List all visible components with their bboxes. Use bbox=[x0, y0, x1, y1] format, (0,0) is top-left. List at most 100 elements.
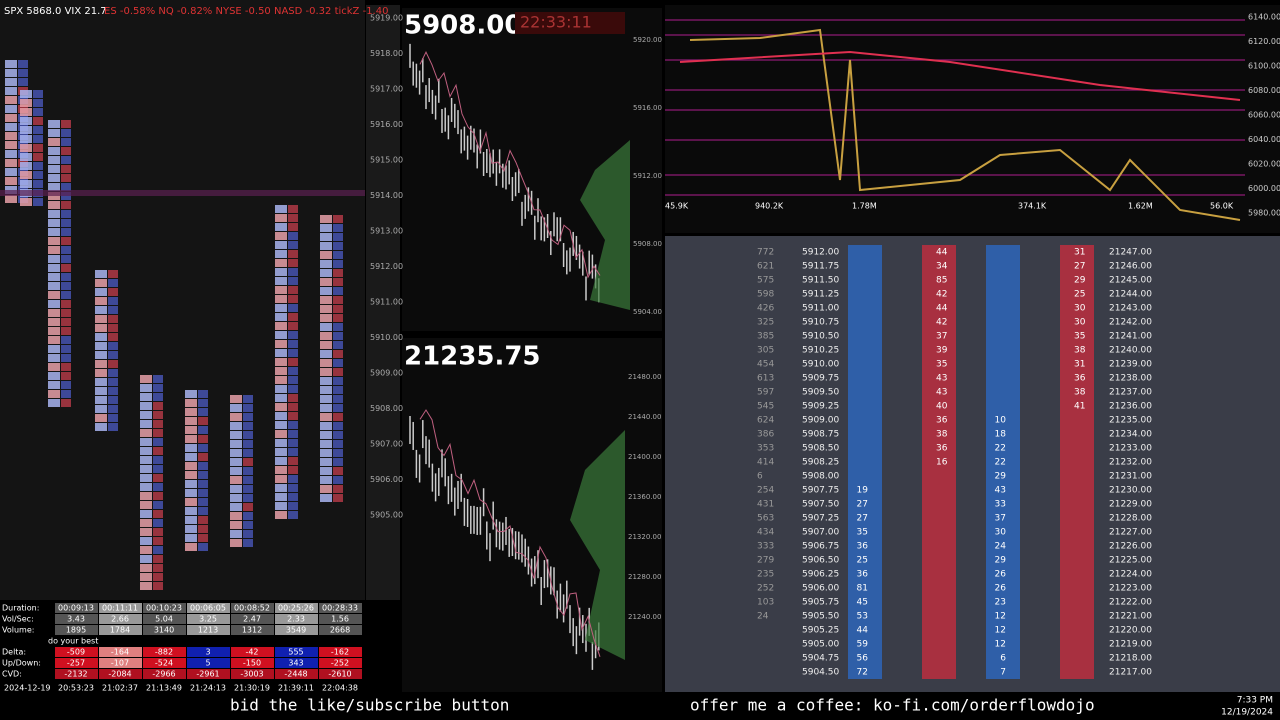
ladder-bid: 6 bbox=[1000, 654, 1006, 664]
footprint-cell bbox=[95, 378, 107, 386]
stats-value: -2610 bbox=[328, 670, 351, 679]
footprint-cell bbox=[153, 411, 163, 419]
footprint-cell bbox=[243, 512, 253, 520]
ladder-volume: 279 bbox=[757, 556, 774, 566]
footprint-cell bbox=[185, 498, 197, 506]
stats-cell bbox=[143, 614, 186, 624]
stats-cell bbox=[187, 603, 230, 613]
footprint-cell bbox=[288, 331, 298, 339]
footprint-cell bbox=[198, 408, 208, 416]
footprint-cell bbox=[61, 201, 71, 209]
footprint-cell bbox=[33, 171, 43, 179]
axis-label: 5906.00 bbox=[370, 475, 403, 484]
footprint-cell bbox=[243, 413, 253, 421]
footprint-cell bbox=[61, 318, 71, 326]
header-ticker: SPX 5868.0 VIX 21.7 bbox=[4, 6, 107, 17]
footprint-cell bbox=[5, 78, 17, 86]
ladder-price: 5910.75 bbox=[802, 318, 839, 328]
footprint-cell bbox=[48, 363, 60, 371]
axis-label: 6000.00 bbox=[1248, 184, 1280, 193]
ask-column bbox=[922, 245, 956, 679]
footprint-cell bbox=[275, 250, 287, 258]
footprint-cell bbox=[288, 322, 298, 330]
ladder-price: 21217.00 bbox=[1109, 668, 1152, 678]
footprint-cell bbox=[288, 511, 298, 519]
ladder-price: 5906.25 bbox=[802, 570, 839, 580]
footprint-cell bbox=[108, 315, 118, 323]
footprint-cell bbox=[33, 126, 43, 134]
footprint-cell bbox=[95, 288, 107, 296]
ladder-volume: 434 bbox=[757, 528, 774, 538]
stats-time: 21:24:13 bbox=[190, 684, 226, 693]
footprint-cell bbox=[185, 525, 197, 533]
footprint-cell bbox=[61, 147, 71, 155]
stats-value: -3003 bbox=[240, 670, 263, 679]
footprint-cell bbox=[108, 288, 118, 296]
stats-cell bbox=[319, 614, 362, 624]
footprint-cell bbox=[61, 300, 71, 308]
footprint-cell bbox=[61, 390, 71, 398]
ladder-volume: 6 bbox=[757, 472, 763, 482]
footprint-cell bbox=[48, 174, 60, 182]
stats-label: Delta: bbox=[2, 648, 26, 657]
ladder-price: 21225.00 bbox=[1109, 556, 1152, 566]
ladder-ask: 39 bbox=[936, 346, 948, 356]
footprint-cell bbox=[95, 333, 107, 341]
footprint-cell bbox=[61, 138, 71, 146]
footprint-cell bbox=[48, 246, 60, 254]
footprint-cell bbox=[108, 423, 118, 431]
footprint-cell bbox=[288, 286, 298, 294]
ladder-price: 5909.50 bbox=[802, 388, 839, 398]
footprint-cell bbox=[153, 510, 163, 518]
footprint-cell bbox=[230, 458, 242, 466]
footprint-cell bbox=[243, 503, 253, 511]
stats-cell bbox=[143, 647, 186, 657]
footprint-cell bbox=[185, 453, 197, 461]
stats-label: Vol/Sec: bbox=[2, 615, 34, 624]
footprint-cell bbox=[108, 369, 118, 377]
stats-value: -509 bbox=[67, 648, 85, 657]
footprint-cell bbox=[320, 296, 332, 304]
stats-cell bbox=[55, 603, 98, 613]
footprint-cell bbox=[61, 183, 71, 191]
stats-cell bbox=[275, 658, 318, 668]
footprint-cell bbox=[320, 233, 332, 241]
ladder-ask: 42 bbox=[936, 318, 947, 328]
footprint-cell bbox=[48, 327, 60, 335]
ladder-bid: 25 bbox=[857, 556, 868, 566]
footprint-cell bbox=[48, 138, 60, 146]
ladder-bid: 45 bbox=[857, 598, 868, 608]
footprint-cell bbox=[320, 332, 332, 340]
footprint-cell bbox=[288, 394, 298, 402]
footprint-cell bbox=[48, 165, 60, 173]
ladder-ask: 27 bbox=[1074, 262, 1085, 272]
footprint-cell bbox=[275, 277, 287, 285]
axis-label: 21360.00 bbox=[628, 493, 661, 501]
footprint-cell bbox=[61, 129, 71, 137]
ladder-price: 5911.75 bbox=[802, 262, 839, 272]
ladder-price: 21230.00 bbox=[1109, 486, 1152, 496]
footprint-cell bbox=[333, 467, 343, 475]
ladder-ask: 37 bbox=[936, 332, 947, 342]
ladder-price: 5909.00 bbox=[802, 416, 839, 426]
ladder-price: 21224.00 bbox=[1109, 570, 1152, 580]
footprint-cell bbox=[288, 205, 298, 213]
footprint-cell bbox=[243, 431, 253, 439]
overview-price bbox=[689, 28, 1241, 221]
axis-label: 5910.00 bbox=[370, 333, 403, 342]
footprint-cell bbox=[333, 458, 343, 466]
ladder-price: 5910.00 bbox=[802, 360, 839, 370]
stats-cell bbox=[231, 603, 274, 613]
footprint-cell bbox=[61, 363, 71, 371]
axis-label: 5915.00 bbox=[370, 156, 403, 165]
ladder-ask: 38 bbox=[936, 430, 948, 440]
footprint-cell bbox=[288, 268, 298, 276]
stats-cell bbox=[143, 603, 186, 613]
footprint-cell bbox=[243, 404, 253, 412]
footprint-cell bbox=[288, 349, 298, 357]
footprint-cell bbox=[140, 555, 152, 563]
footprint-cell bbox=[61, 219, 71, 227]
stats-value: 00:11:11 bbox=[102, 604, 138, 613]
axis-label: 5912.00 bbox=[370, 262, 403, 271]
footprint-cell bbox=[140, 510, 152, 518]
